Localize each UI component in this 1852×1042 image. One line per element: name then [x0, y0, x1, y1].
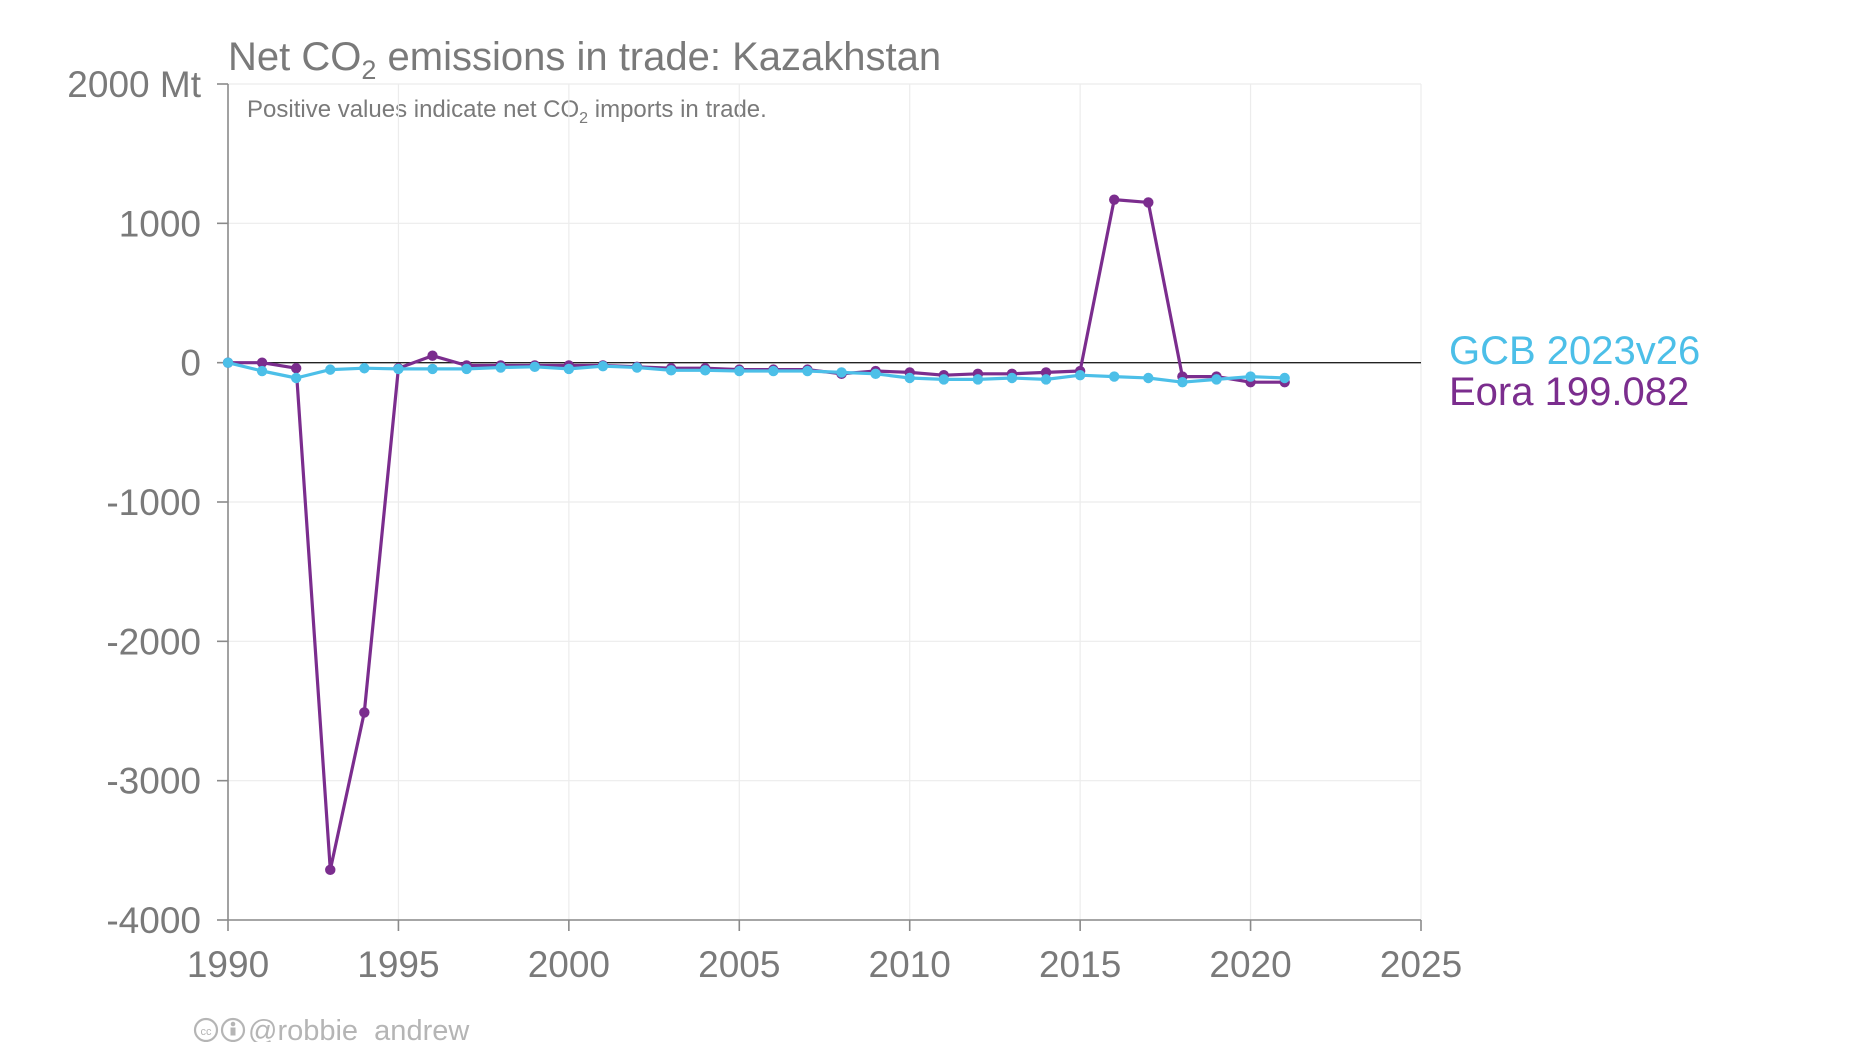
- y-tick-label: -4000: [106, 900, 201, 941]
- data-point: [665, 365, 677, 376]
- data-point: [359, 707, 370, 718]
- data-point: [325, 364, 336, 375]
- data-point: [734, 365, 745, 377]
- data-point: [1074, 370, 1086, 381]
- data-point: [1279, 372, 1290, 384]
- y-tick-labels: 2000 Mt 1000 0 -1000 -2000 -3000 -4000: [67, 64, 201, 941]
- y-tick-label: 1000: [119, 203, 201, 244]
- series-line: [226, 198, 1287, 872]
- chart-title: Net CO2 emissions in trade: Kazakhstan: [228, 35, 941, 85]
- data-point: [1109, 371, 1120, 382]
- legend-entry: Eora 199.082: [1449, 370, 1689, 414]
- data-point: [631, 362, 643, 373]
- axis-layer: [217, 83, 1422, 931]
- grid-layer: [228, 83, 1422, 921]
- data-point: [1040, 374, 1052, 385]
- data-point: [427, 363, 438, 375]
- data-point: [427, 350, 438, 361]
- y-tick-label: -1000: [106, 482, 201, 523]
- data-point: [1177, 376, 1188, 388]
- y-tick-label: -3000: [106, 761, 201, 802]
- data-point: [597, 360, 609, 372]
- data-point: [904, 372, 915, 384]
- data-point: [256, 357, 268, 368]
- data-point: [1211, 374, 1222, 385]
- svg-text:cc: cc: [201, 1026, 213, 1038]
- creative-commons-icon: cc: [193, 1017, 219, 1042]
- data-point: [700, 365, 711, 376]
- chart-subtitle: Positive values indicate net CO2 imports…: [247, 96, 767, 127]
- data-point: [290, 363, 302, 374]
- data-point: [1006, 372, 1018, 384]
- data-point: [393, 363, 404, 375]
- data-point: [1143, 372, 1154, 384]
- data-point: [495, 362, 506, 373]
- attribution-icon: [220, 1017, 246, 1042]
- data-point: [768, 365, 779, 377]
- data-point: [563, 363, 575, 375]
- data-point: [938, 374, 949, 385]
- data-point: [836, 367, 847, 378]
- x-tick-label: 1990: [187, 944, 269, 985]
- data-point: [1143, 197, 1154, 208]
- data-point: [222, 357, 234, 368]
- series-layer: [222, 194, 1290, 876]
- x-tick-label: 2015: [1039, 944, 1121, 985]
- y-tick-label: -2000: [106, 621, 201, 662]
- series-gcb-2023v26: [222, 357, 1290, 388]
- x-tick-label: 2020: [1209, 944, 1291, 985]
- data-point: [359, 363, 370, 374]
- x-tick-label: 2025: [1380, 944, 1462, 985]
- x-tick-label: 2005: [698, 944, 780, 985]
- series-line: [226, 361, 1287, 384]
- x-tick-labels: 1990 1995 2000 2005 2010 2015 2020 2025: [187, 944, 1462, 985]
- y-tick-label: 2000 Mt: [67, 64, 201, 105]
- data-point: [802, 365, 813, 377]
- data-point: [290, 372, 302, 384]
- data-point: [1109, 194, 1120, 205]
- x-tick-label: 2000: [528, 944, 610, 985]
- data-point: [870, 368, 881, 380]
- x-tick-label: 2010: [869, 944, 951, 985]
- credit-handle: @robbie_andrew: [248, 1015, 470, 1042]
- data-point: [325, 864, 336, 876]
- y-tick-label: 0: [180, 343, 201, 384]
- series-eora-199-082: [222, 194, 1290, 876]
- data-point: [256, 365, 268, 377]
- legend-entry: GCB 2023v26: [1449, 329, 1700, 373]
- data-point: [1245, 371, 1256, 382]
- data-point: [461, 363, 472, 375]
- credit: cc @robbie_andrew: [193, 1015, 470, 1042]
- data-point: [529, 361, 540, 373]
- x-tick-label: 1995: [357, 944, 439, 985]
- data-point: [972, 374, 984, 385]
